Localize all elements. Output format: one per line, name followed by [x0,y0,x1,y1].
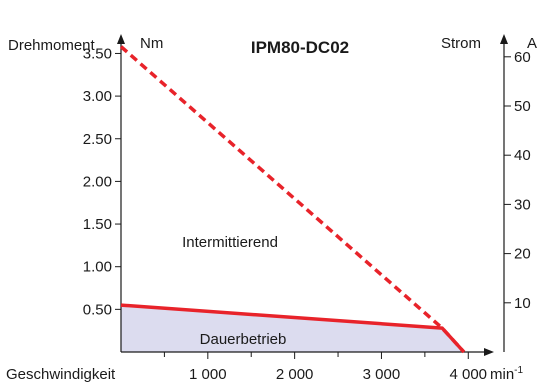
continuous-region [121,305,464,352]
left-axis-label: Drehmoment [8,37,96,54]
right-tick-label: 30 [514,196,531,213]
left-tick-label: 3.50 [83,45,112,62]
series-label-continuous: Dauerbetrieb [200,331,287,348]
chart-title: IPM80-DC02 [251,38,349,57]
intermittent-curve [119,45,466,354]
left-tick-label: 1.00 [83,259,112,276]
left-tick-label: 0.50 [83,301,112,318]
left-axis-unit: Nm [140,35,163,52]
left-tick-label: 2.00 [83,173,112,190]
series-label-intermittent: Intermittierend [182,234,278,251]
x-axis-arrow [484,348,494,356]
x-tick-label: 4 000 [449,366,487,383]
x-tick-label: 3 000 [363,366,401,383]
x-tick-label: 1 000 [189,366,227,383]
right-tick-label: 50 [514,98,531,115]
right-tick-label: 60 [514,49,531,66]
right-tick-label: 40 [514,147,531,164]
right-axis-unit: A [527,35,537,52]
left-axis-arrow [117,34,125,44]
right-axis-label: Strom [441,35,481,52]
left-tick-label: 2.50 [83,131,112,148]
continuous-curve [120,303,466,354]
x-axis-label: Geschwindigkeit [6,366,116,383]
right-tick-label: 20 [514,246,531,263]
right-tick-label: 10 [514,295,531,312]
x-tick-label: 2 000 [276,366,314,383]
x-axis-unit: min-1 [490,365,524,383]
right-axis-arrow [500,34,508,44]
left-tick-label: 1.50 [83,216,112,233]
left-tick-label: 3.00 [83,88,112,105]
